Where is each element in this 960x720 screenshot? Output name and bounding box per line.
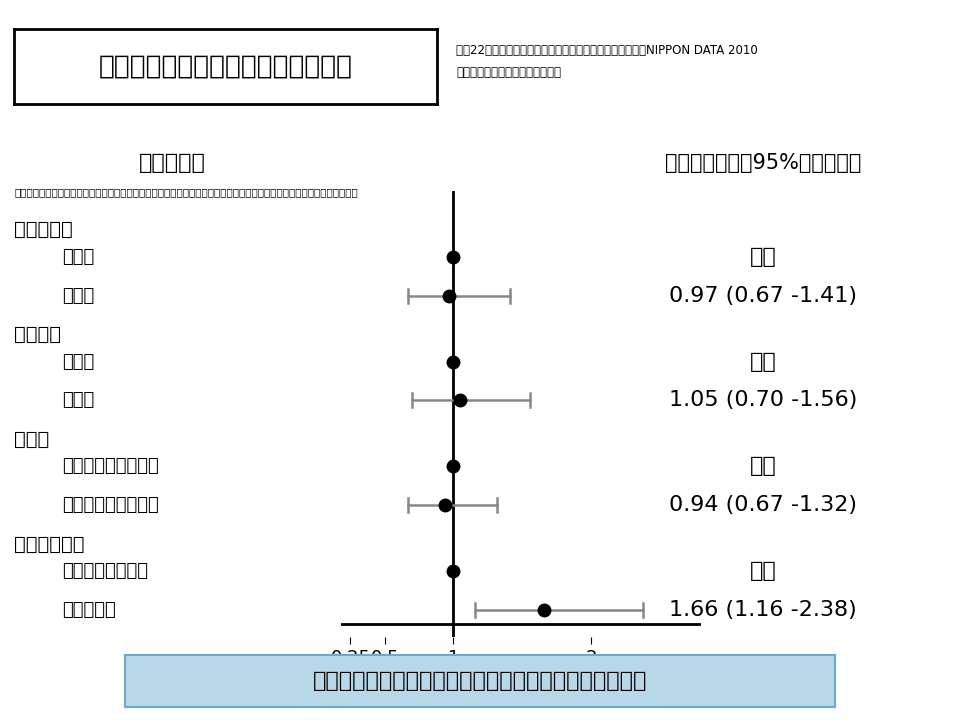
Text: 教育歴: 教育歴 [14, 430, 50, 449]
Text: 婚姻状況: 婚姻状況 [14, 325, 61, 344]
Text: のベースライン時横断解析の結果: のベースライン時横断解析の結果 [456, 66, 561, 78]
Text: 1.66 (1.16 -2.38): 1.66 (1.16 -2.38) [669, 600, 857, 620]
Text: 無職者: 無職者 [62, 287, 95, 305]
Text: 調整オッズ比（95%信頼区間）: 調整オッズ比（95%信頼区間） [665, 153, 861, 173]
Text: 短大・大学卒業以上: 短大・大学卒業以上 [62, 457, 159, 475]
Text: 1.05 (0.70 -1.56): 1.05 (0.70 -1.56) [669, 390, 857, 410]
Text: （社会的要因別の高コレステロール血症の未治療オッズ比。オッズ比は、年齢・糖尿病・高血圧既往の有無で調整した値）: （社会的要因別の高コレステロール血症の未治療オッズ比。オッズ比は、年齢・糖尿病・… [14, 187, 358, 197]
Text: 0.97 (0.67 -1.41): 0.97 (0.67 -1.41) [669, 286, 857, 305]
Text: 就業の有無: 就業の有無 [14, 220, 73, 239]
Text: 社会的要因: 社会的要因 [139, 153, 206, 173]
Text: 既婚者: 既婚者 [62, 353, 95, 371]
Text: 基準: 基準 [750, 456, 777, 477]
Text: 0.94 (0.67 -1.32): 0.94 (0.67 -1.32) [669, 495, 857, 516]
Text: 高コレステロール血症有病との関係: 高コレステロール血症有病との関係 [99, 53, 352, 80]
Text: 世帯月間支出: 世帯月間支出 [14, 534, 84, 554]
Text: 平成22年国民健康・栄養調査参加者を対象とした追跡研究NIPPON DATA 2010: 平成22年国民健康・栄養調査参加者を対象とした追跡研究NIPPON DATA 2… [456, 44, 757, 57]
Text: 基準: 基準 [750, 561, 777, 581]
Text: 基準: 基準 [750, 247, 777, 267]
Text: 基準: 基準 [750, 351, 777, 372]
Text: 第２五分位　以上: 第２五分位 以上 [62, 562, 149, 580]
Text: 独身者: 独身者 [62, 392, 95, 410]
Text: 中学・高校卒業まで: 中学・高校卒業まで [62, 496, 159, 514]
Text: 有職者: 有職者 [62, 248, 95, 266]
Text: 第１五分位: 第１五分位 [62, 601, 116, 619]
Text: 男性の高コレステロール血症に経済要因が影響している: 男性の高コレステロール血症に経済要因が影響している [313, 671, 647, 691]
